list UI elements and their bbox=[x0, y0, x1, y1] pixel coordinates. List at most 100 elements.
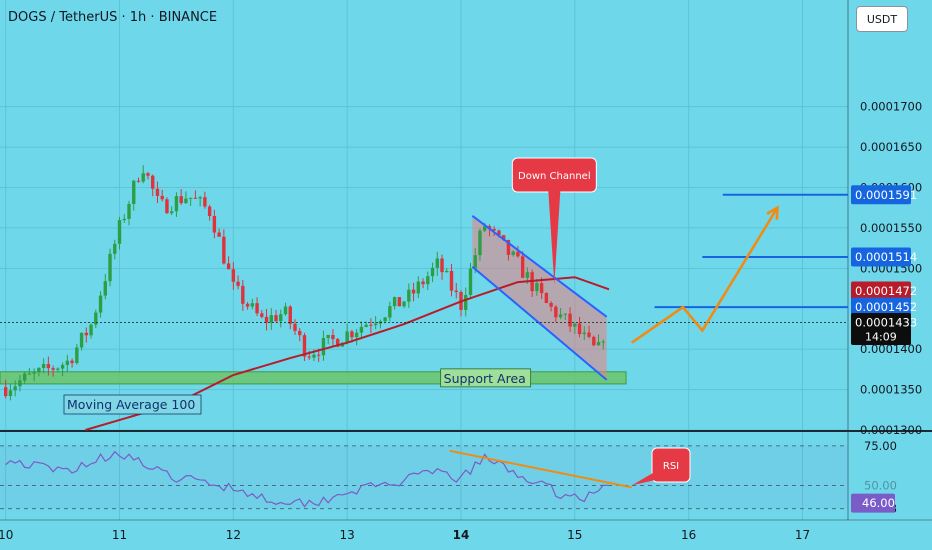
projection-path bbox=[630, 207, 779, 344]
candle-body bbox=[421, 281, 425, 285]
candle-body bbox=[520, 256, 525, 278]
projection-arrowhead bbox=[766, 205, 779, 220]
candle-body bbox=[573, 323, 577, 327]
candle-body bbox=[60, 364, 65, 369]
rsi-trendline bbox=[449, 449, 632, 489]
candle-body bbox=[535, 283, 539, 292]
candle-body bbox=[132, 180, 136, 204]
time-tick-label: 11 bbox=[112, 528, 127, 542]
time-tick-label: 12 bbox=[226, 528, 241, 542]
candle-body bbox=[51, 368, 55, 370]
candle-body bbox=[369, 324, 373, 326]
price-countdown: 14:09 bbox=[865, 330, 897, 343]
candle-body bbox=[392, 297, 397, 307]
channel-lower-line bbox=[471, 265, 608, 381]
candle-body bbox=[302, 335, 307, 357]
candle-body bbox=[127, 203, 131, 219]
candle-body bbox=[269, 315, 273, 323]
candle-body bbox=[98, 295, 103, 313]
candle-body bbox=[554, 306, 558, 318]
price-badge bbox=[851, 185, 911, 205]
down-channel-fill bbox=[472, 215, 607, 380]
price-badge-label: 0.0001433 bbox=[855, 315, 917, 329]
candle-body bbox=[582, 332, 587, 334]
candle-body bbox=[464, 294, 468, 310]
candle-body bbox=[136, 180, 141, 182]
rsi-badge bbox=[851, 493, 895, 513]
candle-body bbox=[141, 173, 145, 182]
candle-body bbox=[65, 360, 70, 365]
candle-body bbox=[193, 197, 198, 199]
candle-body bbox=[298, 330, 302, 336]
candle-body bbox=[449, 270, 454, 291]
candle-body bbox=[84, 332, 89, 336]
price-badge-label: 0.0001591 bbox=[855, 188, 917, 202]
candle-body bbox=[279, 314, 283, 322]
candle-body bbox=[222, 236, 226, 264]
candle-body bbox=[430, 267, 435, 277]
candle-body bbox=[226, 263, 231, 270]
rsi-badge-label: 46.00 bbox=[862, 496, 895, 510]
candle-body bbox=[245, 303, 250, 307]
candle-body bbox=[169, 211, 174, 214]
candle-body bbox=[544, 293, 549, 303]
candle-body bbox=[511, 251, 515, 255]
candle-body bbox=[354, 332, 359, 338]
candle-body bbox=[103, 281, 107, 296]
price-tick-label: 0.0001300 bbox=[860, 423, 922, 437]
candle-body bbox=[3, 387, 8, 397]
candle-body bbox=[117, 220, 122, 244]
candle-body bbox=[411, 289, 416, 294]
candle-body bbox=[364, 324, 368, 327]
price-badge bbox=[851, 297, 911, 317]
candle-body bbox=[445, 270, 449, 273]
candle-body bbox=[174, 196, 179, 212]
candle-body bbox=[41, 363, 46, 368]
candle-body bbox=[22, 373, 27, 381]
candle-body bbox=[283, 306, 288, 315]
candle-body bbox=[601, 341, 605, 343]
candle-body bbox=[255, 303, 259, 314]
candle-body bbox=[179, 196, 183, 204]
candle-body bbox=[198, 197, 202, 199]
candle-body bbox=[155, 188, 160, 196]
candle-body bbox=[331, 334, 335, 340]
candle-body bbox=[94, 312, 98, 325]
candle-body bbox=[307, 356, 311, 358]
pane-separator bbox=[0, 430, 932, 432]
candle-body bbox=[184, 198, 188, 204]
candle-body bbox=[8, 390, 13, 397]
candle-body bbox=[46, 363, 51, 369]
candle-body bbox=[483, 226, 487, 231]
candle-body bbox=[497, 230, 501, 236]
candle-body bbox=[397, 297, 402, 307]
time-tick-label: 16 bbox=[681, 528, 696, 542]
time-tick-label: 10 bbox=[0, 528, 13, 542]
candle-body bbox=[113, 243, 117, 254]
candle-body bbox=[345, 331, 349, 343]
price-badge-label: 0.0001472 bbox=[855, 284, 917, 298]
price-tick-label: 0.0001550 bbox=[860, 221, 922, 235]
candle-body bbox=[274, 315, 278, 322]
candle-body bbox=[165, 199, 169, 214]
currency-button[interactable]: USDT bbox=[856, 6, 908, 32]
candle-body bbox=[407, 289, 411, 302]
candle-body bbox=[516, 251, 520, 257]
price-badge bbox=[851, 312, 911, 345]
candle-body bbox=[563, 313, 568, 315]
moving-average-label: Moving Average 100 bbox=[67, 397, 195, 412]
candle-body bbox=[146, 173, 150, 176]
candle-body bbox=[350, 331, 354, 338]
candle-body bbox=[32, 372, 36, 374]
candle-body bbox=[539, 283, 544, 294]
rsi-middle-label: 50.00 bbox=[864, 478, 897, 492]
candle-body bbox=[321, 338, 326, 356]
moving-average-label-box bbox=[63, 394, 202, 415]
candle-body bbox=[18, 380, 22, 387]
down-channel-label: Down Channel bbox=[518, 171, 591, 182]
candle-body bbox=[203, 197, 207, 207]
price-tick-label: 0.0001700 bbox=[860, 100, 922, 114]
candle-body bbox=[250, 303, 255, 307]
candle-body bbox=[231, 269, 236, 282]
